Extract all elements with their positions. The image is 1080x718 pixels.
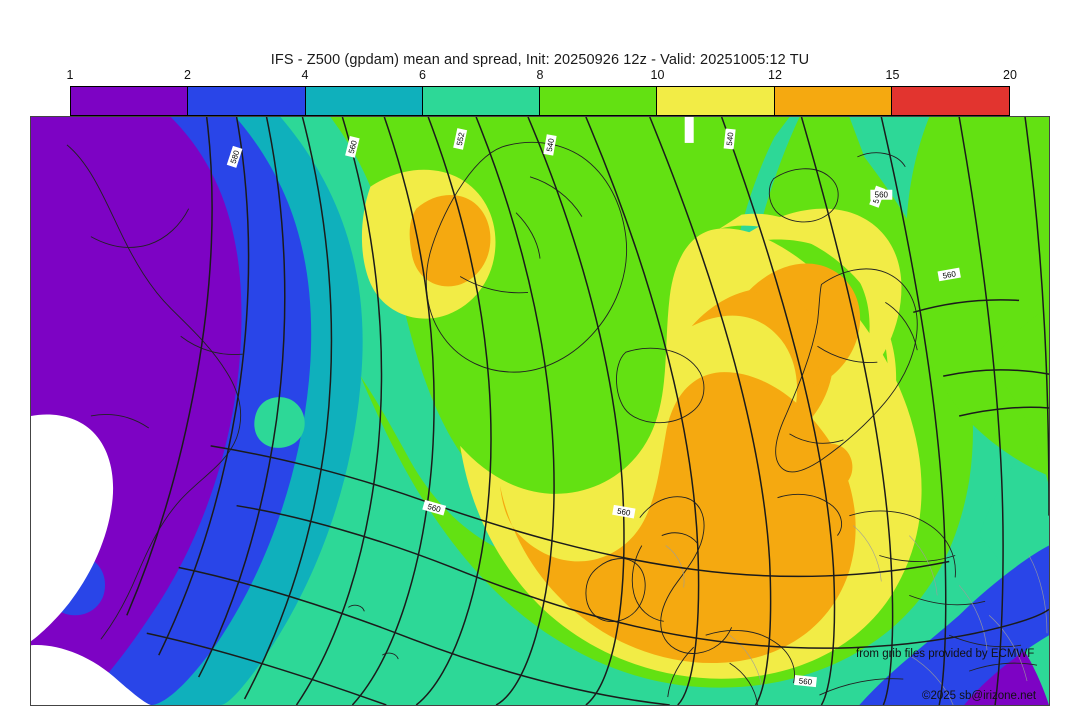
colorbar-segment-yellow [657, 87, 775, 115]
colorbar-segment-blue [188, 87, 306, 115]
colorbar: 1 2 4 6 8 10 12 15 20 [67, 68, 1017, 116]
colorbar-segment-purple [71, 87, 189, 115]
spread-band-orange-patch-n [409, 195, 491, 287]
svg-text:560: 560 [875, 191, 889, 200]
spread-band-orange-tiny [809, 443, 853, 490]
colorbar-tick-8: 8 [536, 68, 544, 82]
colorbar-tick-2: 2 [184, 68, 191, 82]
colorbar-segment-teal [305, 87, 423, 115]
land-mask-white-west [31, 414, 114, 642]
colorbar-tick-12: 12 [768, 68, 782, 82]
svg-text:552: 552 [455, 131, 467, 146]
svg-text:540: 540 [545, 137, 556, 152]
attribution-copyright: ©2025 sb@irizone.net [922, 690, 1037, 702]
contour-label-clipped [684, 117, 694, 143]
map-canvas: 580 560 552 540 540 552 560 560 [31, 117, 1049, 705]
svg-text:580: 580 [229, 149, 242, 165]
weather-map[interactable]: 580 560 552 540 540 552 560 560 [30, 116, 1050, 706]
colorbar-strip [70, 86, 1010, 116]
spread-band-green-right [989, 306, 1049, 486]
colorbar-tick-10: 10 [650, 68, 665, 82]
colorbar-tick-6: 6 [419, 68, 426, 82]
colorbar-tick-labels: 1 2 4 6 8 10 12 15 20 [66, 68, 1017, 84]
colorbar-segment-spring-green [422, 87, 540, 115]
colorbar-segment-green [540, 87, 658, 115]
svg-text:560: 560 [347, 139, 359, 155]
spread-band-yellow-ne-lobe [729, 208, 902, 387]
height-contours [126, 117, 1049, 705]
page-title: IFS - Z500 (gpdam) mean and spread, Init… [270, 52, 810, 68]
attribution-source: from grib files provided by ECMWF [856, 648, 1035, 660]
colorbar-segment-red [891, 87, 1009, 115]
svg-text:560: 560 [426, 502, 442, 514]
land-mask-white-sw [31, 644, 151, 705]
colorbar-tick-15: 15 [885, 68, 900, 82]
spread-band-blue-se [859, 545, 1049, 705]
svg-text:560: 560 [616, 507, 631, 518]
spread-band-orange-nw [743, 263, 861, 389]
svg-text:560: 560 [942, 269, 957, 280]
colorbar-segment-orange [774, 87, 892, 115]
svg-text:560: 560 [798, 676, 813, 686]
contour-labels: 580 560 552 540 540 552 560 560 [226, 128, 961, 688]
colorbar-tick-20: 20 [1003, 68, 1017, 82]
colorbar-tick-4: 4 [301, 68, 309, 82]
country-borders [665, 525, 1048, 705]
svg-text:540: 540 [725, 131, 735, 146]
spread-spot-teal [254, 397, 305, 448]
spread-band-orange-core [500, 372, 856, 664]
spread-band-orange-ne [691, 288, 834, 440]
colorbar-tick-1: 1 [66, 68, 74, 82]
spread-band-yellow-top [719, 213, 897, 446]
